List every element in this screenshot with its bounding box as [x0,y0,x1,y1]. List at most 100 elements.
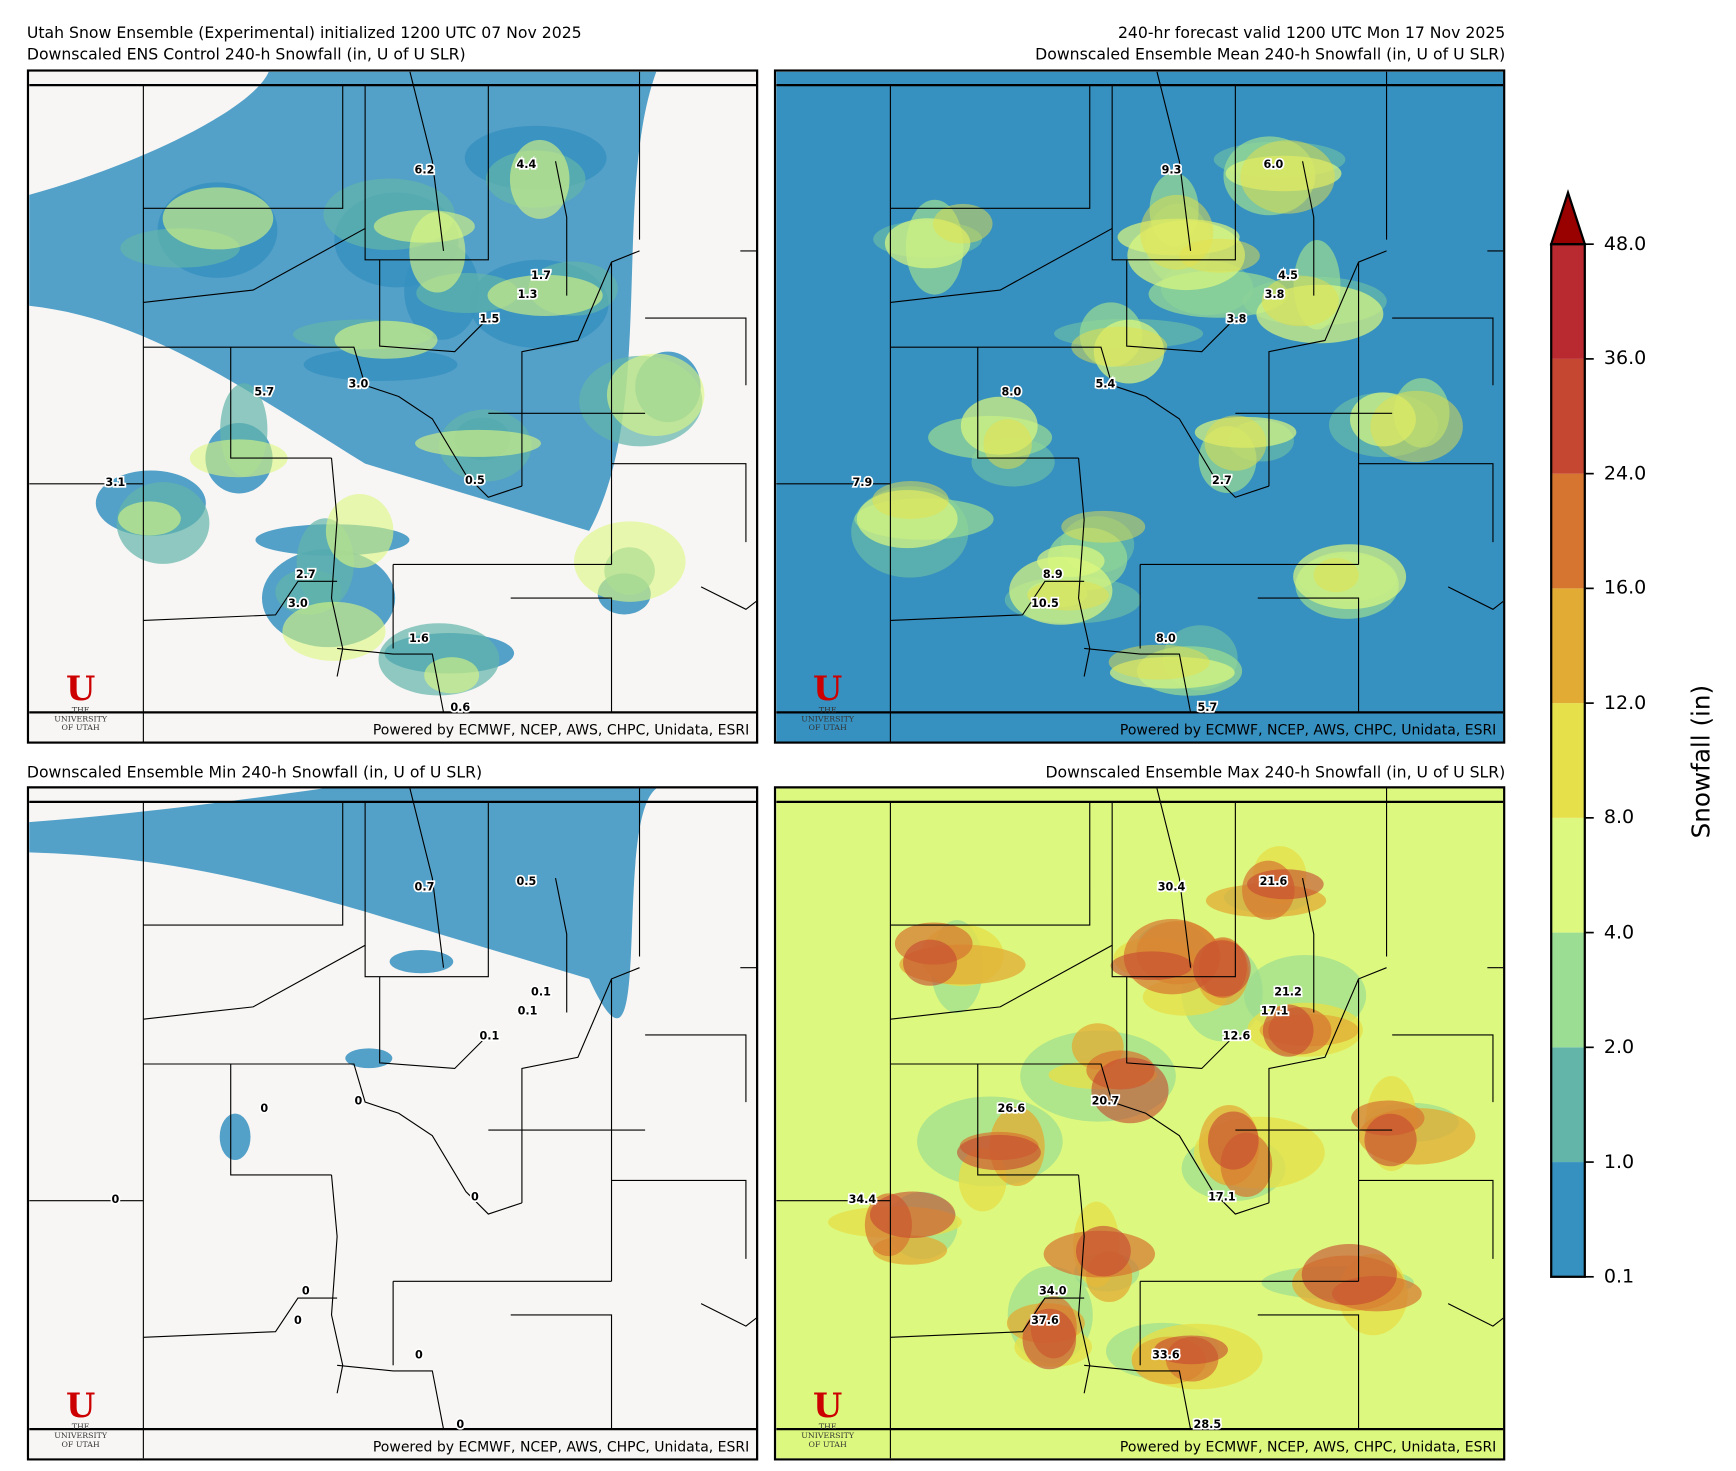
valid-title: 240-hr forecast valid 1200 UTC Mon 17 No… [1117,24,1506,43]
map-panel-mean: 9.3 6.0 4.5 3.8 3.8 8.0 5.4 2.7 7.9 8.9 10.5 8.0 5.7… [773,69,1506,744]
point-value-label: 21.2 [1274,986,1302,999]
snow-contour [903,939,958,986]
university-of-utah-logo: U THE UNIVERSITY OF UTAH [785,1386,870,1449]
snow-contour [409,211,466,293]
point-value-label: 7.9 [852,476,872,489]
university-of-utah-logo: U THE UNIVERSITY OF UTAH [785,669,870,733]
panel-title-min: Downscaled Ensemble Min 240-h Snowfall (… [26,763,483,782]
snow-contour [574,521,686,602]
snow-contour [1240,140,1335,214]
boundary-line [645,1034,747,1103]
boundary-line [890,346,1270,498]
boundary-line [554,161,568,296]
point-value-label: 3.0 [288,597,308,610]
panel-title-control: Downscaled ENS Control 240-h Snowfall (i… [26,45,466,64]
boundary-line [521,250,640,487]
snow-contour [509,139,570,219]
point-value-label: 37.6 [1031,1314,1059,1327]
logo-mark: U [813,669,843,709]
boundary-line [1268,250,1387,487]
colorbar-segment [1551,817,1585,933]
map-panel-max: 30.4 21.6 21.2 17.1 12.6 26.6 20.7 17.1 34.4 34.0… [773,786,1506,1461]
boundary-line [554,877,568,1013]
boundary-line [1257,597,1360,713]
point-value-label: 5.7 [1197,701,1217,714]
snow-contour [325,494,394,568]
boundary-line [409,788,445,968]
snow-contour [1027,580,1109,611]
point-value-label: 33.6 [1152,1349,1180,1362]
boundary-line [1358,1179,1494,1259]
map-svg: 0.7 0.5 0.1 0.1 0.1 0 0 0 0 0 0 0 0 [29,788,756,1459]
colorbar-segment [1551,244,1585,359]
snow-contour [487,274,603,316]
boundary-line [143,85,344,209]
boundary-line [1077,1174,1091,1394]
boundary-line [330,1174,344,1394]
boundary-line [1302,161,1315,296]
point-value-label: 12.6 [1223,1029,1251,1042]
point-value-label: 0.7 [415,880,435,893]
point-value-label: 0.6 [450,701,470,714]
boundary-line [890,85,1113,303]
snow-contour [1247,869,1324,900]
colorbar-tick-label: 0.1 [1603,1265,1635,1288]
snow-contour [334,320,438,359]
boundary-line [143,85,366,303]
point-value-label: 4.5 [1278,269,1298,282]
boundary-line [510,597,613,713]
logo-mark: U [813,1386,843,1426]
point-value-label: 4.4 [516,158,536,171]
logo-line1: UNIVERSITY [54,1431,107,1441]
colorbar-label: Snowfall (in) [1688,684,1717,839]
logo-line1: UNIVERSITY [801,714,855,724]
snow-contour [1370,390,1463,463]
colorbar-segment [1551,932,1585,1048]
snow-contour [1110,951,1193,981]
point-value-label: 10.5 [1031,597,1059,610]
boundary-line [1268,967,1387,1203]
university-of-utah-logo: U THE UNIVERSITY OF UTAH [38,1389,123,1449]
boundary-line [1392,317,1494,386]
point-value-label: 0 [456,1418,464,1431]
point-value-label: 0.1 [480,1029,500,1042]
point-value-label: 2.7 [296,568,316,581]
colorbar-frame [1550,243,1586,1278]
logo-the: THE [71,1422,90,1432]
snow-contour [1313,557,1359,593]
logo-line2: OF UTAH [808,723,847,733]
point-value-label: 3.1 [105,476,125,489]
point-value-label: 1.3 [518,288,538,301]
map-panel-control: 6.2 4.4 1.7 1.3 1.5 5.7 3.0 0.5 3.1 2.7 3.0 1.6 0.6 P… [26,69,759,744]
colorbar-tick-label: 1.0 [1603,1150,1635,1174]
point-value-label: 0 [415,1349,423,1362]
credit-text: Powered by ECMWF, NCEP, AWS, CHPC, Unida… [372,721,750,739]
colorbar-tick-label: 2.0 [1603,1036,1635,1059]
boundary-line [143,1297,338,1338]
boundary-line [740,250,756,252]
boundary-line [409,71,445,251]
snow-contour [1262,1004,1314,1057]
credit-text: Powered by ECMWF, NCEP, AWS, CHPC, Unida… [1119,721,1497,739]
boundary-line [379,259,489,353]
boundary-line [740,967,756,969]
point-value-label: 6.2 [415,164,435,177]
snow-contour [1193,940,1251,997]
map-svg: 30.4 21.6 21.2 17.1 12.6 26.6 20.7 17.1 34.4 34.0… [776,788,1504,1459]
boundary-line [645,317,747,386]
point-value-label: 5.4 [1096,378,1116,391]
colorbar-segment [1551,703,1585,818]
snow-contour [1261,275,1339,327]
point-value-label: 30.4 [1158,880,1186,893]
boundary-line [977,347,1079,459]
colorbar-tick-label: 24.0 [1603,462,1647,485]
logo-mark: U [65,669,96,709]
point-value-label: 0 [471,1191,479,1204]
snow-contour [1061,510,1146,543]
boundary-line [1302,877,1315,1013]
boundary-line [1257,1314,1360,1430]
point-value-label: 0.5 [465,474,485,487]
colorbar-segment [1551,588,1585,704]
university-of-utah-logo: U THE UNIVERSITY OF UTAH [38,669,123,733]
point-value-label: 1.6 [409,632,429,645]
